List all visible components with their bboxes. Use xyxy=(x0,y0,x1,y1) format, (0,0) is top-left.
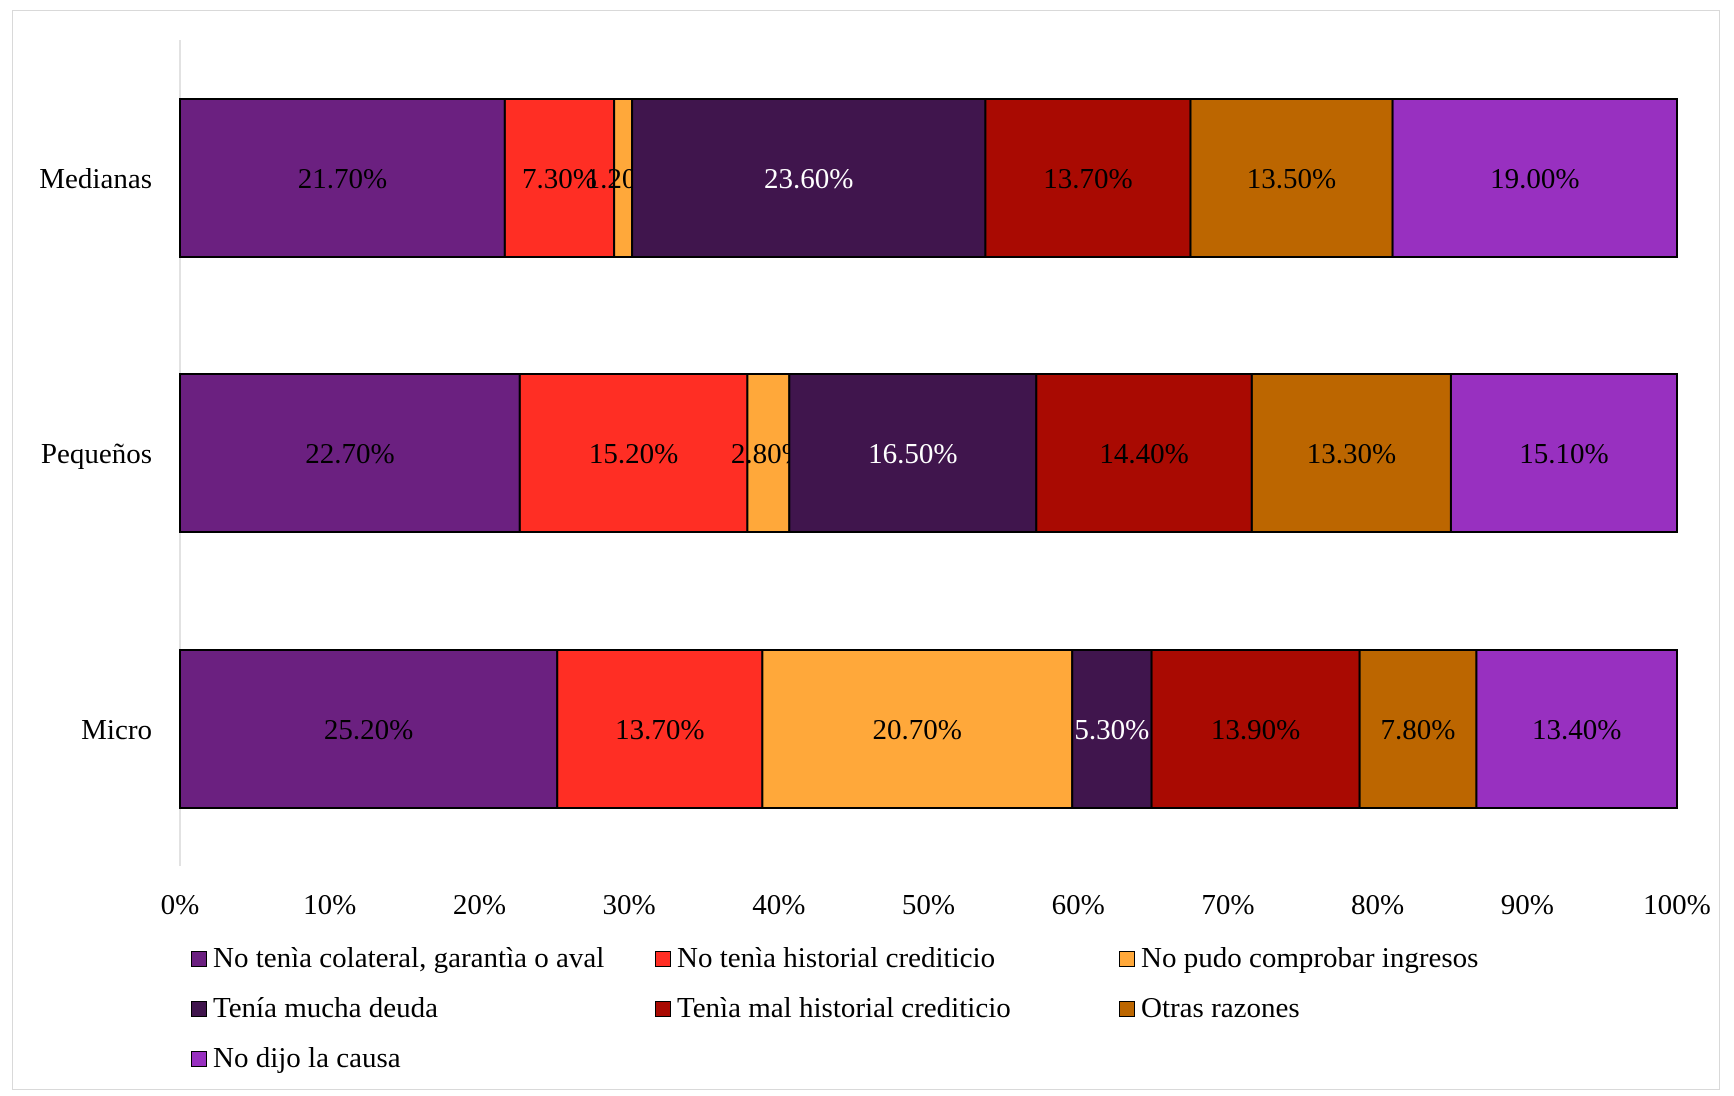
data-label: 5.30% xyxy=(1074,714,1149,746)
bar-segment xyxy=(1071,649,1153,809)
legend-swatch xyxy=(1119,950,1135,967)
chart-legend: No tenìa colateral, garantìa o aval No te… xyxy=(191,942,1691,1092)
bar-segment xyxy=(761,649,1074,809)
x-tick-label: 70% xyxy=(1201,889,1254,921)
legend-swatch xyxy=(191,1000,207,1017)
data-label: 13.70% xyxy=(1043,163,1132,195)
data-label: 15.20% xyxy=(589,438,678,470)
bar-segment xyxy=(179,373,521,533)
data-label: 25.20% xyxy=(324,714,413,746)
legend-item: No tenìa colateral, garantìa o aval xyxy=(191,942,604,975)
bar-segment xyxy=(1035,373,1253,533)
x-tick-label: 10% xyxy=(303,889,356,921)
legend-swatch xyxy=(655,1000,671,1017)
x-tick-label: 60% xyxy=(1052,889,1105,921)
legend-swatch xyxy=(1119,1000,1135,1017)
data-label: 22.70% xyxy=(305,438,394,470)
legend-label: Tenía mucha deuda xyxy=(213,992,439,1024)
category-label: Pequeños xyxy=(41,438,152,470)
bar-segment xyxy=(518,373,749,533)
legend-label: No dijo la causa xyxy=(213,1042,401,1074)
legend-item: No tenìa historial crediticio xyxy=(655,942,995,975)
x-tick-label: 0% xyxy=(161,889,200,921)
bar-segment xyxy=(1189,98,1394,258)
data-label: 14.40% xyxy=(1099,438,1188,470)
x-tick-label: 40% xyxy=(752,889,805,921)
data-label: 13.70% xyxy=(615,714,704,746)
data-label: 20.70% xyxy=(873,714,962,746)
x-tick-label: 20% xyxy=(453,889,506,921)
data-label: 7.30% xyxy=(522,163,597,195)
legend-item: Tenía mucha deuda xyxy=(191,992,438,1025)
x-tick-label: 30% xyxy=(603,889,656,921)
bar-segment xyxy=(746,373,791,533)
bar-segment xyxy=(1391,98,1678,258)
legend-label: No tenìa historial crediticio xyxy=(677,942,996,974)
data-label: 13.90% xyxy=(1211,714,1300,746)
bar-segment xyxy=(1150,649,1361,809)
bar-segment xyxy=(1358,649,1478,809)
category-label: Medianas xyxy=(39,163,152,195)
data-label: 23.60% xyxy=(764,163,853,195)
bar-segment xyxy=(1250,373,1452,533)
x-tick-label: 100% xyxy=(1643,889,1711,921)
data-label: 19.00% xyxy=(1490,163,1579,195)
legend-swatch xyxy=(191,1050,207,1067)
legend-label: Tenìa mal historial crediticio xyxy=(677,992,1011,1024)
legend-label: Otras razones xyxy=(1141,992,1300,1024)
bar-segment xyxy=(1449,373,1678,533)
data-label: 13.30% xyxy=(1307,438,1396,470)
legend-item: No pudo comprobar ingresos xyxy=(1119,942,1478,975)
legend-item: Otras razones xyxy=(1119,992,1300,1025)
bar-segment xyxy=(179,98,506,258)
data-label: 16.50% xyxy=(868,438,957,470)
data-label: 13.40% xyxy=(1532,714,1621,746)
bar-segment xyxy=(503,98,616,258)
bar-segment xyxy=(1475,649,1678,809)
bar-segment xyxy=(179,649,559,809)
x-tick-label: 50% xyxy=(902,889,955,921)
bar-segment xyxy=(556,649,764,809)
legend-item: No dijo la causa xyxy=(191,1042,401,1075)
category-label: Micro xyxy=(81,714,152,746)
legend-item: Tenìa mal historial crediticio xyxy=(655,992,1011,1025)
x-tick-label: 90% xyxy=(1501,889,1554,921)
bar-segment xyxy=(984,98,1192,258)
legend-label: No pudo comprobar ingresos xyxy=(1141,942,1479,974)
data-label: 21.70% xyxy=(298,163,387,195)
data-label: 15.10% xyxy=(1519,438,1608,470)
data-label: 7.80% xyxy=(1381,714,1456,746)
legend-swatch xyxy=(191,950,207,967)
data-label: 13.50% xyxy=(1247,163,1336,195)
bar-segment xyxy=(631,98,987,258)
legend-swatch xyxy=(655,950,671,967)
bar-segment xyxy=(788,373,1038,533)
legend-label: No tenìa colateral, garantìa o aval xyxy=(213,942,605,974)
x-tick-label: 80% xyxy=(1351,889,1404,921)
